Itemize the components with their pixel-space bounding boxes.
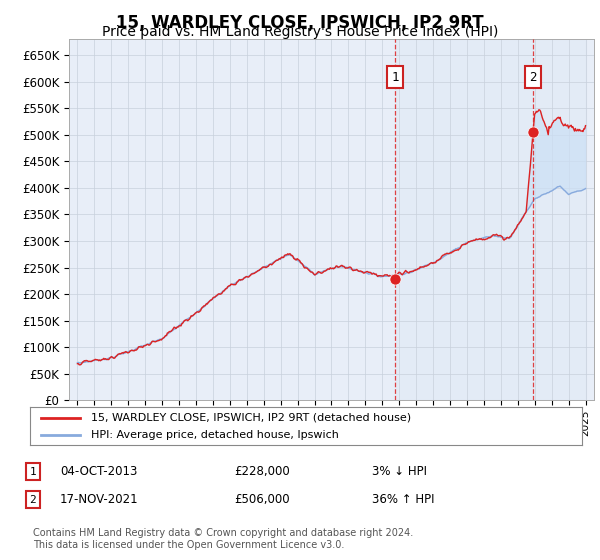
Text: £506,000: £506,000 <box>234 493 290 506</box>
Text: HPI: Average price, detached house, Ipswich: HPI: Average price, detached house, Ipsw… <box>91 430 338 440</box>
Text: 15, WARDLEY CLOSE, IPSWICH, IP2 9RT (detached house): 15, WARDLEY CLOSE, IPSWICH, IP2 9RT (det… <box>91 413 411 423</box>
Text: Price paid vs. HM Land Registry's House Price Index (HPI): Price paid vs. HM Land Registry's House … <box>102 25 498 39</box>
Text: Contains HM Land Registry data © Crown copyright and database right 2024.
This d: Contains HM Land Registry data © Crown c… <box>33 528 413 549</box>
Text: 2: 2 <box>29 494 37 505</box>
Text: 2: 2 <box>529 71 536 83</box>
Text: 3% ↓ HPI: 3% ↓ HPI <box>372 465 427 478</box>
Text: £228,000: £228,000 <box>234 465 290 478</box>
Text: 17-NOV-2021: 17-NOV-2021 <box>60 493 139 506</box>
Text: 36% ↑ HPI: 36% ↑ HPI <box>372 493 434 506</box>
Text: 15, WARDLEY CLOSE, IPSWICH, IP2 9RT: 15, WARDLEY CLOSE, IPSWICH, IP2 9RT <box>116 14 484 32</box>
Text: 1: 1 <box>391 71 399 83</box>
Text: 04-OCT-2013: 04-OCT-2013 <box>60 465 137 478</box>
Text: 1: 1 <box>29 466 37 477</box>
